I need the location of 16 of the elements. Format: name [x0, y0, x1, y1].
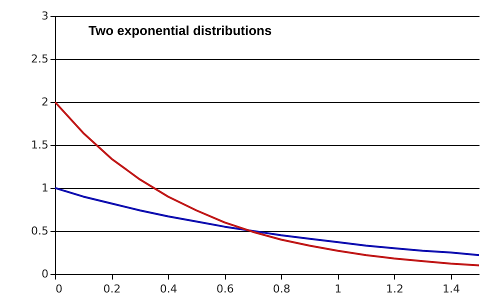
x-tick-label: 0.6 [216, 282, 234, 296]
x-tick-label: 1.4 [442, 282, 460, 296]
y-tick-label: 1.5 [31, 138, 48, 152]
y-tick-label: 0 [42, 268, 48, 280]
x-tick-label: 1 [334, 282, 342, 296]
y-tick-label: 0.5 [31, 224, 48, 238]
y-tick-label: 1 [42, 182, 48, 194]
text: Two exponential distributions [88, 23, 272, 38]
x-tick-label: 1.2 [386, 282, 404, 296]
x-tick-label: 0.8 [272, 282, 290, 296]
y-tick-label: 2 [42, 96, 48, 108]
x-tick-label: 0.2 [103, 282, 121, 296]
x-tick-label: 0 [56, 282, 62, 296]
y-tick-label: 2.5 [31, 52, 48, 66]
y-tick-label: 3 [42, 10, 48, 22]
x-tick-label: 0.4 [160, 282, 178, 296]
